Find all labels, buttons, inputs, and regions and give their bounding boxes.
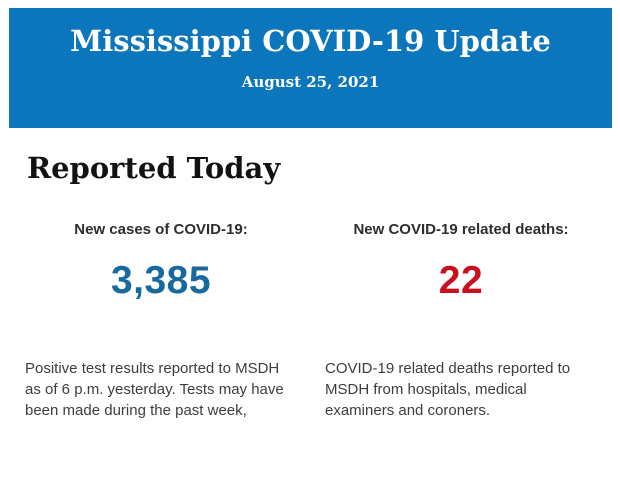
section-title-reported-today: Reported Today xyxy=(27,151,281,185)
new-deaths-value: 22 xyxy=(438,258,484,302)
stats-row: New cases of COVID-19: 3,385 Positive te… xyxy=(0,221,620,421)
new-cases-description: Positive test results reported to MSDH a… xyxy=(25,359,284,419)
new-deaths-label: New COVID-19 related deaths: xyxy=(353,220,569,238)
stat-new-cases: New cases of COVID-19: 3,385 Positive te… xyxy=(25,221,297,421)
report-date: August 25, 2021 xyxy=(241,72,380,91)
new-cases-label: New cases of COVID-19: xyxy=(74,220,248,238)
new-deaths-description: COVID-19 related deaths reported to MSDH… xyxy=(325,359,571,419)
page-title: Mississippi COVID-19 Update xyxy=(70,24,551,58)
header-banner: Mississippi COVID-19 Update August 25, 2… xyxy=(9,8,612,128)
new-cases-value: 3,385 xyxy=(110,258,212,302)
stat-new-deaths: New COVID-19 related deaths: 22 COVID-19… xyxy=(325,221,597,421)
